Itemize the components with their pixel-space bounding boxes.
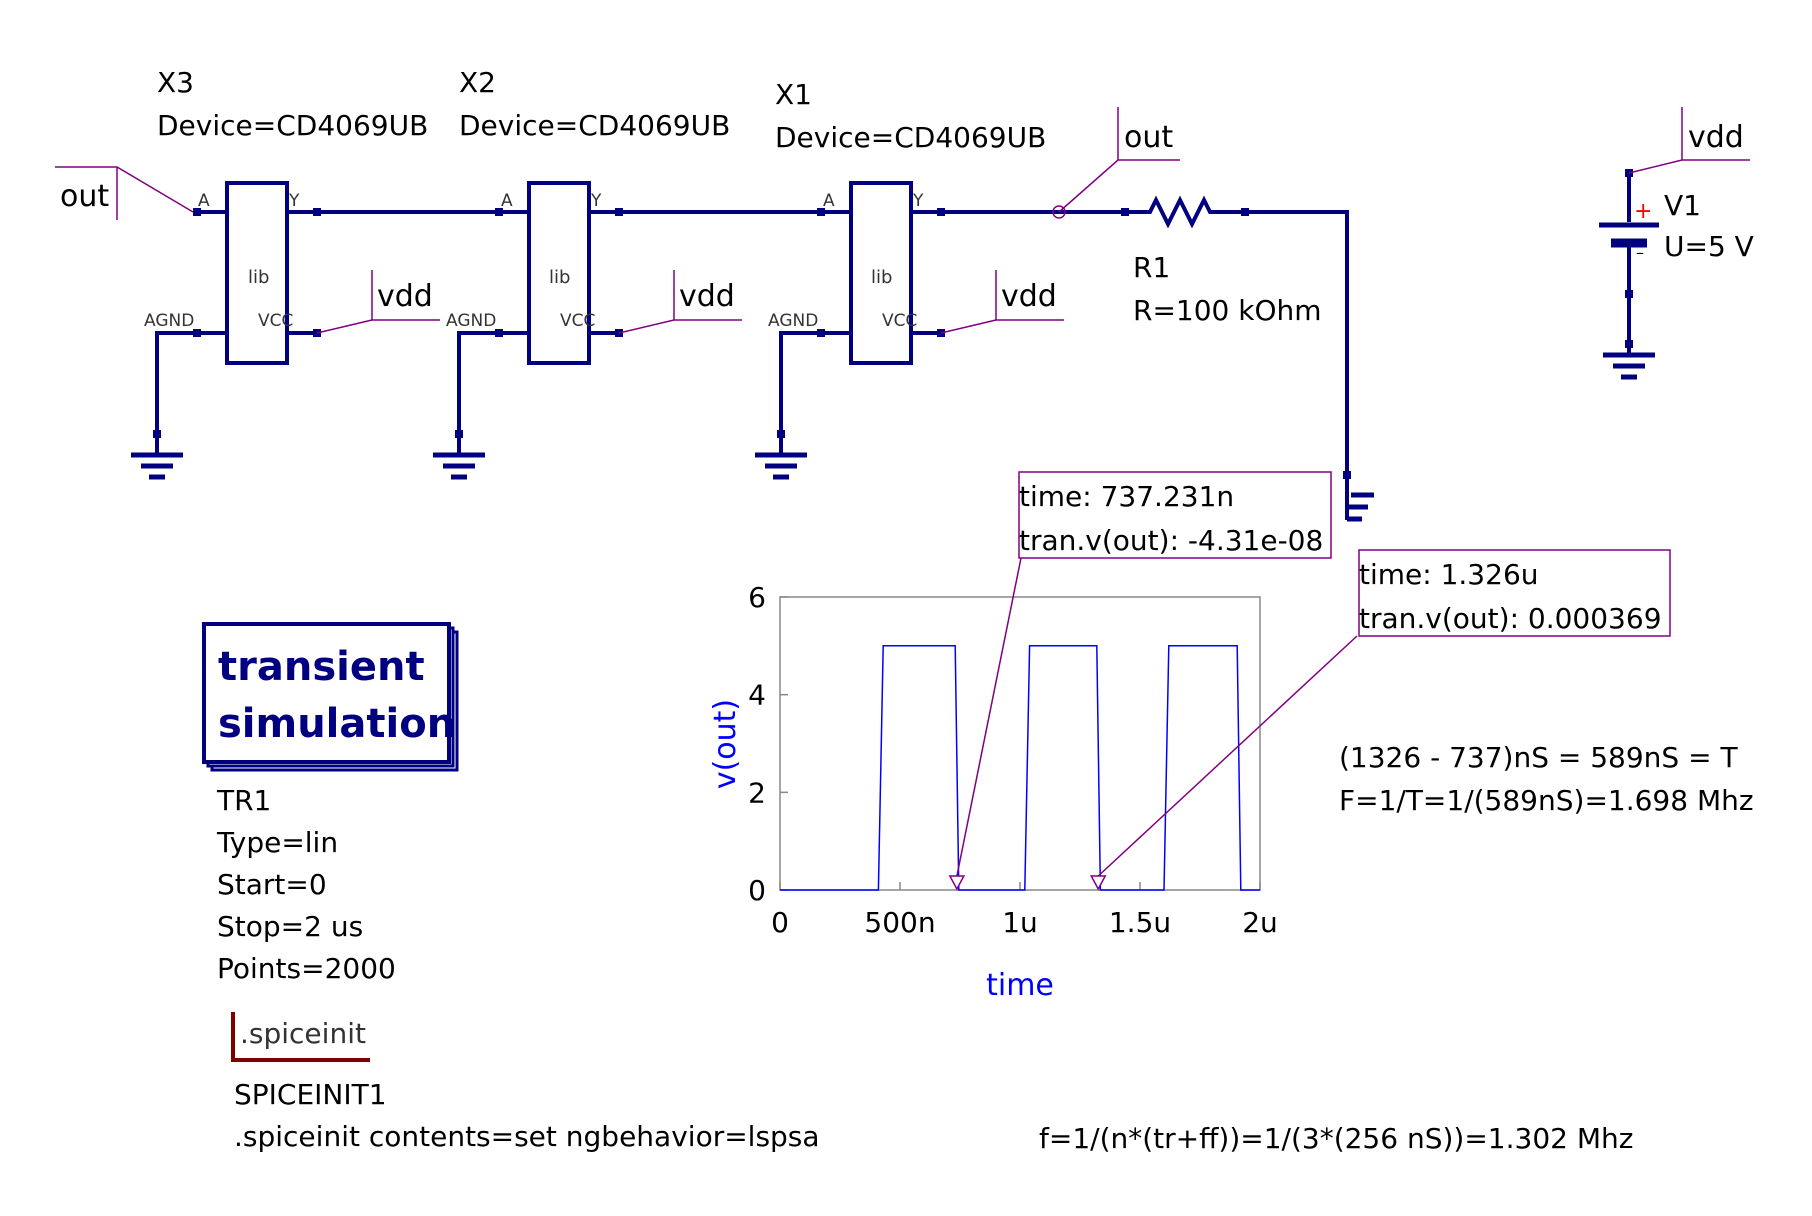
voltage-source-v1[interactable]: + – V1 U=5 V xyxy=(1599,169,1754,355)
pin-vcc-label: VCC xyxy=(258,311,293,331)
inverter-ref: X3 xyxy=(157,66,194,99)
pin-a-label: A xyxy=(501,191,513,211)
pin-agnd-label: AGND xyxy=(144,311,194,331)
series-line xyxy=(780,645,1260,891)
inverter-ref: X2 xyxy=(459,66,496,99)
source-value: U=5 V xyxy=(1664,230,1754,263)
marker-leader xyxy=(1097,635,1358,877)
net-label-out-output: out xyxy=(1058,107,1180,213)
period-note: (1326 - 737)nS = 589nS = T F=1/T=1/(589n… xyxy=(1339,741,1754,817)
inverter-device: Device=CD4069UB xyxy=(459,109,730,142)
svg-text:vdd: vdd xyxy=(1688,120,1744,155)
marker-time: time: 737.231n xyxy=(1019,480,1234,513)
period-line2: F=1/T=1/(589nS)=1.698 Mhz xyxy=(1339,784,1754,817)
battery-plus-sign: + xyxy=(1634,199,1652,224)
x-tick-label: 2u xyxy=(1242,906,1278,939)
ground-symbol xyxy=(433,430,485,480)
y-tick-label: 6 xyxy=(748,581,766,614)
net-label-vdd: vdd xyxy=(1628,107,1750,174)
y-tick-label: 0 xyxy=(748,874,766,907)
battery-minus-sign: – xyxy=(1636,243,1644,262)
y-axis-label: v(out) xyxy=(708,699,743,789)
spiceinit-contents: .spiceinit contents=set ngbehavior=lspsa xyxy=(234,1120,820,1153)
net-label-vdd: vdd xyxy=(316,270,440,334)
x-tick-label: 1.5u xyxy=(1109,906,1171,939)
pin-agnd-label: AGND xyxy=(446,311,496,331)
pin-y-label: Y xyxy=(590,191,602,211)
inverter-device: Device=CD4069UB xyxy=(157,109,428,142)
inverter-body-label: lib xyxy=(871,267,892,288)
pin-vcc-label: VCC xyxy=(560,311,595,331)
inverter-x1[interactable]: X1 Device=CD4069UB lib A Y AGND VCC xyxy=(768,78,1046,455)
ground-symbol xyxy=(1343,471,1374,522)
resistor-r1[interactable]: R1 R=100 kOhm xyxy=(1121,195,1322,327)
pin-y-label: Y xyxy=(912,191,924,211)
ground-symbol xyxy=(1603,340,1655,380)
pin-a-label: A xyxy=(823,191,835,211)
inverter-ref: X1 xyxy=(775,78,812,111)
y-tick-label: 4 xyxy=(748,679,766,712)
simulation-type: Type=lin xyxy=(216,826,338,859)
period-line1: (1326 - 737)nS = 589nS = T xyxy=(1339,741,1738,774)
simulation-title-line2: simulation xyxy=(218,701,455,747)
source-ref: V1 xyxy=(1664,189,1701,222)
inverter-x2[interactable]: X2 Device=CD4069UB lib A Y AGND VCC xyxy=(446,66,730,455)
svg-text:vdd: vdd xyxy=(1001,279,1057,314)
marker-2[interactable]: time: 1.326u tran.v(out): 0.000369 xyxy=(1089,549,1671,891)
simulation-start: Start=0 xyxy=(217,868,327,901)
x-tick-label: 500n xyxy=(864,906,935,939)
svg-text:out: out xyxy=(1124,120,1173,155)
plot-frame xyxy=(779,596,1261,891)
simulation-name: TR1 xyxy=(216,784,271,817)
marker-leader xyxy=(956,557,1022,877)
svg-text:out: out xyxy=(60,179,109,214)
y-tick-label: 2 xyxy=(748,776,766,809)
wire xyxy=(1249,210,1349,475)
frequency-formula: f=1/(n*(tr+ff))=1/(3*(256 nS))=1.302 Mhz xyxy=(1039,1122,1633,1155)
inverter-device: Device=CD4069UB xyxy=(775,121,1046,154)
inverter-x3[interactable]: X3 Device=CD4069UB lib A Y AGND VCC xyxy=(144,66,428,455)
pin-agnd-label: AGND xyxy=(768,311,818,331)
simulation-stop: Stop=2 us xyxy=(217,910,363,943)
marker-tip xyxy=(1089,875,1107,891)
inverter-body-label: lib xyxy=(549,267,570,288)
spiceinit-block[interactable]: .spiceinit SPICEINIT1 .spiceinit content… xyxy=(231,1012,820,1153)
pin-vcc-label: VCC xyxy=(882,311,917,331)
svg-text:vdd: vdd xyxy=(679,279,735,314)
marker-tip xyxy=(948,875,966,891)
x-axis-label: time xyxy=(986,968,1054,1003)
x-tick-label: 1u xyxy=(1002,906,1038,939)
marker-time: time: 1.326u xyxy=(1359,558,1539,591)
net-label-out-input: out xyxy=(55,166,194,220)
resistor-value: R=100 kOhm xyxy=(1133,294,1322,327)
simulation-parameters: TR1 Type=lin Start=0 Stop=2 us Points=20… xyxy=(216,784,396,985)
marker-value: tran.v(out): 0.000369 xyxy=(1359,602,1662,635)
spiceinit-title: .spiceinit xyxy=(240,1017,366,1050)
ground-symbol xyxy=(755,430,807,480)
transient-plot[interactable]: 0 2 4 6 0 500n 1u 1.5u 2u time v(out) xyxy=(708,581,1278,1003)
simulation-points: Points=2000 xyxy=(217,952,396,985)
svg-text:vdd: vdd xyxy=(377,279,433,314)
net-label-vdd: vdd xyxy=(618,270,742,334)
wire-junction xyxy=(1052,205,1066,219)
simulation-title-line1: transient xyxy=(218,644,425,690)
inverter-body-label: lib xyxy=(248,267,269,288)
marker-value: tran.v(out): -4.31e-08 xyxy=(1019,524,1323,557)
pin-y-label: Y xyxy=(288,191,300,211)
resistor-ref: R1 xyxy=(1133,251,1170,284)
net-label-vdd: vdd xyxy=(940,270,1064,334)
x-tick-label: 0 xyxy=(771,906,789,939)
ground-symbol xyxy=(131,430,183,480)
marker-1[interactable]: time: 737.231n tran.v(out): -4.31e-08 xyxy=(948,471,1332,891)
pin-a-label: A xyxy=(198,191,210,211)
transient-simulation-block[interactable]: transient simulation xyxy=(202,622,459,772)
spiceinit-name: SPICEINIT1 xyxy=(234,1078,387,1111)
